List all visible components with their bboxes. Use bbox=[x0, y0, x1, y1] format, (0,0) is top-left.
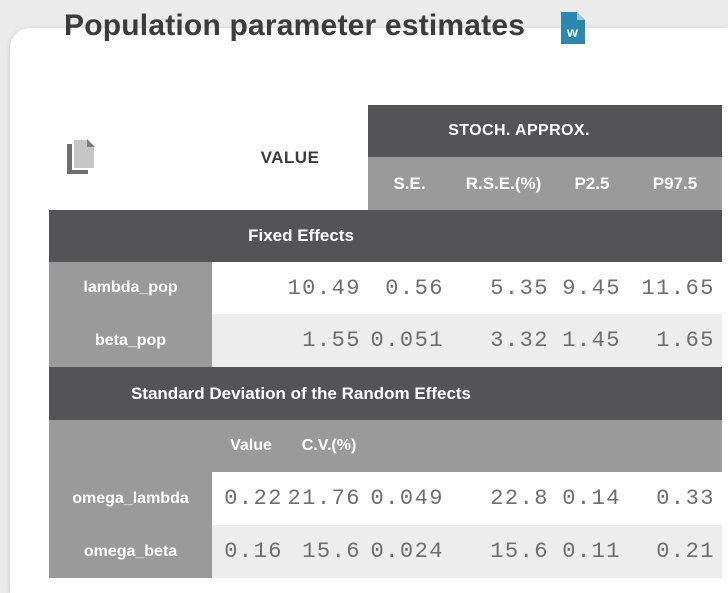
column-group-header-stoch-approx: STOCH. APPROX. bbox=[368, 105, 722, 157]
cell-omega-lambda-cv: 21.76 bbox=[287, 472, 368, 525]
row-label-lambda-pop: lambda_pop bbox=[49, 262, 212, 314]
section-header-random-effects: Standard Deviation of the Random Effects bbox=[49, 367, 722, 420]
column-header-rse: R.S.E.(%) bbox=[451, 157, 556, 210]
cell-lambda-pop-rse: 5.35 bbox=[451, 262, 556, 314]
subcolumn-header-cv: C.V.(%) bbox=[290, 420, 368, 472]
column-header-p97-5: P97.5 bbox=[628, 157, 722, 210]
cell-omega-beta-se: 0.024 bbox=[368, 525, 451, 578]
subcolumn-header-value: Value bbox=[212, 420, 290, 472]
column-header-se: S.E. bbox=[368, 157, 451, 210]
copy-table-icon bbox=[66, 137, 96, 178]
export-word-button[interactable]: w bbox=[561, 12, 585, 44]
cell-beta-pop-p2-5: 1.45 bbox=[556, 314, 628, 367]
cell-omega-beta-p97-5: 0.21 bbox=[628, 525, 722, 578]
column-header-p2-5: P2.5 bbox=[556, 157, 628, 210]
cell-omega-beta-cv: 15.6 bbox=[290, 525, 368, 578]
subheader-spacer-right bbox=[368, 420, 722, 472]
cell-omega-lambda-value: 0.22 bbox=[212, 472, 290, 525]
section-header-fixed-effects: Fixed Effects bbox=[49, 210, 722, 262]
cell-omega-lambda-rse: 22.8 bbox=[451, 472, 556, 525]
cell-omega-lambda-p97-5: 0.33 bbox=[628, 472, 722, 525]
subheader-spacer-left bbox=[49, 420, 212, 472]
cell-lambda-pop-p2-5: 9.45 bbox=[556, 262, 628, 314]
cell-omega-beta-p2-5: 0.11 bbox=[556, 525, 628, 578]
cell-beta-pop-se: 0.051 bbox=[368, 314, 451, 367]
cell-lambda-pop-p97-5: 11.65 bbox=[628, 262, 722, 314]
cell-omega-lambda-p2-5: 0.14 bbox=[556, 472, 628, 525]
word-document-icon: w bbox=[561, 12, 585, 47]
parameter-estimates-table: VALUE STOCH. APPROX. S.E. R.S.E.(%) P2.5… bbox=[49, 105, 722, 578]
cell-lambda-pop-value: 10.49 bbox=[212, 262, 368, 314]
cell-lambda-pop-se: 0.56 bbox=[368, 262, 451, 314]
page-title: Population parameter estimates bbox=[64, 9, 526, 42]
cell-beta-pop-p97-5: 1.65 bbox=[628, 314, 722, 367]
row-label-omega-beta: omega_beta bbox=[49, 525, 212, 578]
svg-text:w: w bbox=[566, 24, 578, 40]
cell-beta-pop-rse: 3.32 bbox=[451, 314, 556, 367]
row-label-beta-pop: beta_pop bbox=[49, 314, 212, 367]
copy-table-button[interactable] bbox=[66, 137, 96, 178]
cell-beta-pop-value: 1.55 bbox=[212, 314, 368, 367]
column-header-value: VALUE bbox=[212, 105, 368, 210]
cell-omega-lambda-se: 0.049 bbox=[368, 472, 451, 525]
row-label-omega-lambda: omega_lambda bbox=[49, 472, 212, 525]
cell-omega-beta-rse: 15.6 bbox=[451, 525, 556, 578]
table-corner-cell bbox=[49, 105, 212, 210]
cell-omega-beta-value: 0.16 bbox=[212, 525, 290, 578]
